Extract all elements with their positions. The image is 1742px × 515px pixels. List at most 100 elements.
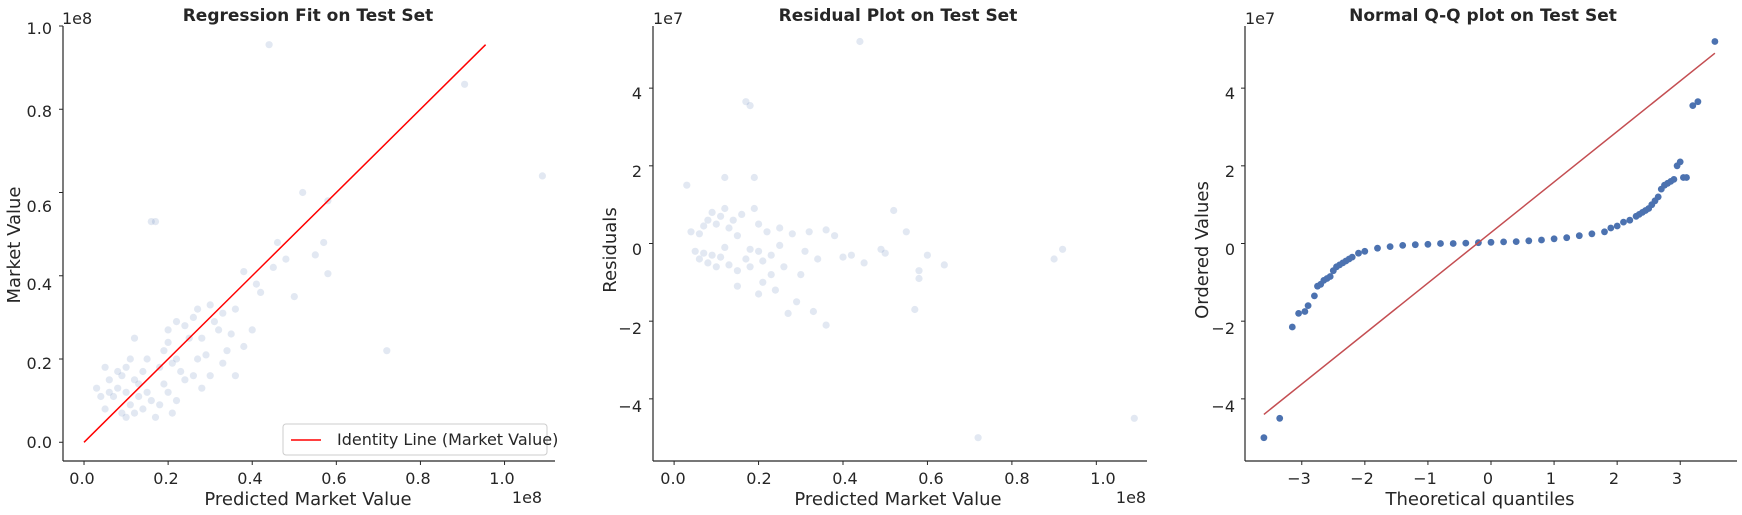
data-point [797,271,805,279]
data-point [122,363,130,371]
y-axis-label: Residuals [600,207,621,292]
data-point [538,172,547,180]
data-point [105,376,113,384]
data-point [712,263,720,271]
data-point [1323,275,1331,282]
data-point [97,392,105,401]
data-point [189,313,197,321]
x-tick-label: 3 [1672,469,1682,488]
y-ticks: −4 −2 0 2 4 [618,84,642,416]
x-tick-label: 0 [1483,469,1493,488]
data-point [160,347,168,355]
data-point [691,247,699,255]
legend-box [282,423,548,456]
data-point [780,263,788,271]
data-point [793,298,801,306]
data-point [252,280,260,288]
data-point [215,326,223,334]
data-point [750,204,758,213]
data-point [135,392,143,401]
data-point [1424,240,1432,248]
y-tick-label: 0 [632,240,642,259]
y-tick-label: 0.0 [27,433,52,452]
data-point [118,409,126,417]
data-point [1676,158,1684,166]
data-point [721,243,729,251]
data-point [890,206,898,215]
x-ticks: −3 −2 −1 0 1 2 3 [1287,469,1682,488]
data-point [210,318,218,326]
data-point [784,309,792,317]
x-tick-label: 0.6 [321,469,346,488]
x-tick-label: −3 [1287,469,1311,488]
data-point [822,226,830,234]
data-point [755,220,763,228]
data-point [101,363,109,371]
legend: Identity Line (Market Value) [282,423,558,456]
data-point [1538,236,1545,244]
y-tick-label: 0 [1225,240,1235,259]
data-point [114,384,122,392]
data-point [1487,238,1495,246]
data-point [801,247,809,255]
data-point [227,330,235,338]
data-point [248,326,256,334]
y-tick-label: −4 [618,397,642,416]
data-point [164,388,172,396]
data-point [126,355,134,363]
data-point [122,413,130,421]
qq-reference-line [1263,52,1716,415]
data-point [733,232,742,240]
data-point [290,293,298,301]
data-point [750,173,758,182]
chart-title: Normal Q-Q plot on Test Set [1349,6,1617,26]
chart-title: Residual Plot on Test Set [779,6,1018,26]
data-point [746,245,754,253]
data-point [767,251,775,259]
data-point [721,173,729,182]
data-point [738,210,746,218]
legend-entry: Identity Line (Market Value) [337,430,558,449]
data-point [130,376,139,384]
data-point [168,359,176,367]
data-point [1626,216,1634,224]
panel-residual-plot: Residual Plot on Test Set 1e7 Residuals … [600,6,1147,510]
data-point [1667,178,1675,185]
x-offset-label: 1e8 [1116,488,1146,507]
data-point [1711,38,1719,45]
data-point [219,359,227,367]
data-point [725,224,733,232]
data-point [164,338,172,346]
data-point [130,334,139,342]
y-tick-label: 1.0 [27,19,52,38]
data-point [143,355,151,363]
x-tick-label: −2 [1350,469,1374,488]
data-point [1276,414,1284,422]
data-point [181,376,189,384]
data-point [1059,245,1067,253]
data-point [776,224,784,232]
data-point [122,388,130,396]
data-point [181,322,189,330]
data-point [194,355,202,363]
data-point [189,372,197,380]
data-point [143,388,151,396]
data-point [147,397,155,405]
scatter-points [1260,38,1719,442]
data-point [717,212,725,220]
data-point [1601,228,1608,236]
data-point [974,434,982,442]
data-point [856,37,864,46]
data-point [240,342,248,351]
data-point [461,80,469,88]
data-point [101,405,109,413]
data-point [805,228,813,236]
data-point [118,372,126,380]
data-point [206,301,214,309]
data-point [114,367,122,376]
data-point [708,208,716,216]
data-point [151,218,160,226]
data-point [93,384,101,392]
data-point [860,259,868,267]
data-point [809,307,818,316]
